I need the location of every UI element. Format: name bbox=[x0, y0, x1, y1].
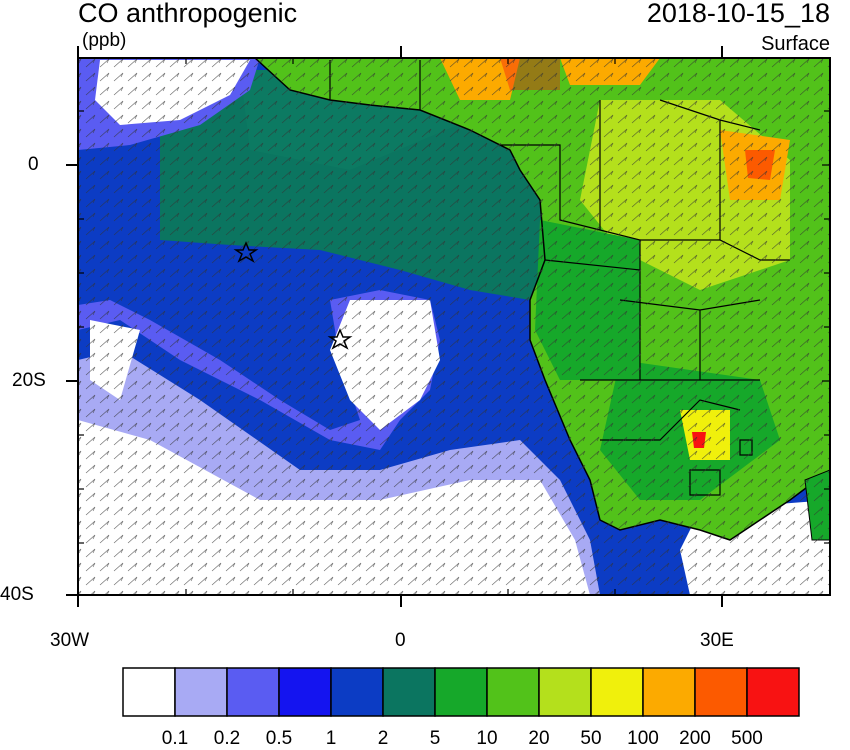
lat-label-20s: 20S bbox=[12, 370, 46, 391]
colorbar-cell bbox=[538, 667, 592, 717]
colorbar-label: 20 bbox=[528, 728, 550, 749]
level-label: Surface bbox=[761, 33, 830, 55]
colorbar-cell bbox=[746, 667, 800, 717]
colorbar-cell bbox=[694, 667, 748, 717]
colorbar-cell bbox=[486, 667, 540, 717]
colorbar-label: 0.5 bbox=[265, 728, 293, 749]
colorbar-label: 1 bbox=[325, 728, 337, 749]
colorbar-label: 0.1 bbox=[161, 728, 189, 749]
colorbar-label: 5 bbox=[429, 728, 441, 749]
colorbar-label: 100 bbox=[627, 728, 659, 749]
colorbar-label: 200 bbox=[679, 728, 711, 749]
colorbar-label: 500 bbox=[731, 728, 763, 749]
lat-label-40s: 40S bbox=[0, 584, 34, 605]
axis-ticks bbox=[66, 46, 723, 607]
colorbar-cell bbox=[226, 667, 280, 717]
colorbar-cell bbox=[642, 667, 696, 717]
minor-ticks bbox=[78, 58, 830, 595]
star-marker bbox=[327, 328, 353, 350]
star-marker bbox=[233, 241, 259, 263]
colorbar-cell bbox=[174, 667, 228, 717]
wind-vectors bbox=[78, 58, 830, 595]
colorbar-label: 0.2 bbox=[213, 728, 241, 749]
colorbar-cell bbox=[382, 667, 436, 717]
colorbar-label: 10 bbox=[476, 728, 498, 749]
colorbar-cell bbox=[434, 667, 488, 717]
colorbar-cell bbox=[278, 667, 332, 717]
colorbar-cell bbox=[330, 667, 384, 717]
lon-label-30e: 30E bbox=[700, 630, 734, 651]
lon-label-30w: 30W bbox=[50, 630, 90, 651]
map-area bbox=[78, 58, 830, 595]
colorbar-label: 2 bbox=[377, 728, 389, 749]
colorbar-label: 50 bbox=[580, 728, 602, 749]
colorbar bbox=[122, 667, 800, 717]
lon-label-0: 0 bbox=[395, 630, 406, 651]
colorbar-cell bbox=[122, 667, 176, 717]
units-label: (ppb) bbox=[82, 30, 127, 51]
colorbar-cell bbox=[590, 667, 644, 717]
lat-label-0: 0 bbox=[28, 154, 39, 175]
timestamp: 2018-10-15_18 bbox=[646, 0, 830, 28]
map-title: CO anthropogenic bbox=[78, 0, 298, 28]
